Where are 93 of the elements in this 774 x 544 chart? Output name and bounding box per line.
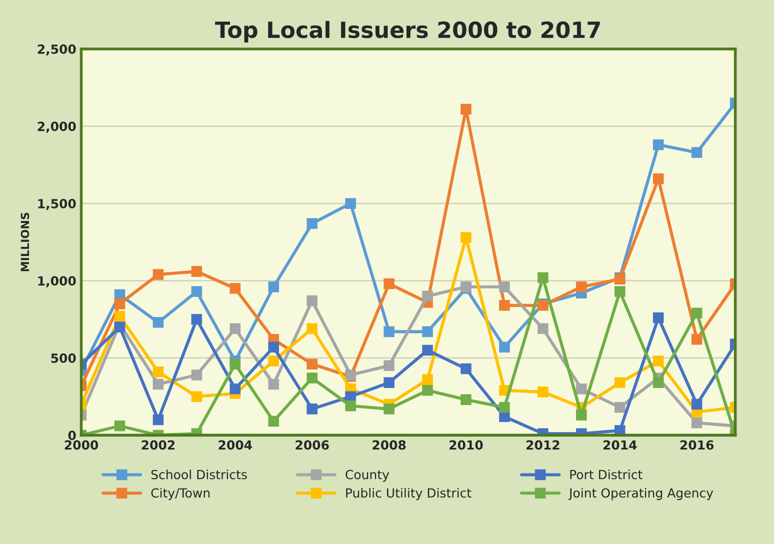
point bbox=[538, 386, 548, 398]
x-tick-label: 2002 bbox=[142, 440, 175, 450]
point bbox=[230, 383, 241, 394]
point bbox=[268, 356, 280, 366]
point bbox=[114, 310, 126, 322]
x-tick-label: 2016 bbox=[680, 440, 714, 450]
point bbox=[652, 377, 664, 388]
point bbox=[422, 385, 433, 396]
point bbox=[576, 282, 587, 292]
chart-title: Top Local Issuers 2000 to 2017 bbox=[215, 20, 600, 42]
point bbox=[268, 282, 280, 292]
point bbox=[230, 323, 241, 334]
point bbox=[614, 286, 626, 297]
point bbox=[538, 323, 548, 334]
y-tick-label: 1,000 bbox=[38, 276, 76, 288]
point bbox=[691, 398, 702, 410]
point bbox=[345, 400, 356, 412]
y-tick-label: 2,500 bbox=[38, 44, 76, 56]
point bbox=[691, 417, 702, 428]
point bbox=[422, 326, 433, 338]
y-axis-title: MILLIONS bbox=[20, 212, 30, 272]
y-tick-label: 1,500 bbox=[38, 198, 76, 210]
x-tick-label: 2006 bbox=[296, 440, 329, 450]
point bbox=[306, 404, 318, 414]
point bbox=[499, 402, 510, 413]
point bbox=[384, 326, 394, 338]
point bbox=[499, 300, 510, 311]
legend-label: Joint Operating Agency bbox=[568, 488, 714, 500]
x-tick-label: 2010 bbox=[450, 440, 483, 450]
point bbox=[152, 317, 164, 328]
y-tick-label: 2,000 bbox=[38, 122, 76, 133]
x-tick-label: 2000 bbox=[64, 440, 98, 450]
point bbox=[460, 363, 472, 374]
legend-label: School Districts bbox=[151, 470, 247, 480]
point bbox=[114, 322, 126, 332]
point bbox=[268, 416, 280, 427]
point bbox=[268, 378, 280, 390]
x-tick-label: 2012 bbox=[526, 440, 560, 450]
point bbox=[422, 344, 433, 356]
point bbox=[614, 425, 626, 436]
legend-label: Public Utility District bbox=[346, 488, 472, 500]
point bbox=[422, 290, 433, 302]
point bbox=[152, 378, 164, 390]
point bbox=[306, 358, 318, 370]
point bbox=[191, 370, 202, 380]
point bbox=[306, 295, 318, 306]
point bbox=[499, 282, 510, 292]
point bbox=[268, 342, 280, 353]
point bbox=[152, 414, 164, 426]
point bbox=[384, 360, 394, 372]
point bbox=[691, 308, 702, 319]
point bbox=[460, 232, 472, 243]
point bbox=[230, 358, 241, 370]
point bbox=[384, 404, 394, 414]
point bbox=[614, 402, 626, 413]
point bbox=[422, 374, 433, 385]
point bbox=[652, 139, 664, 150]
point bbox=[499, 342, 510, 353]
point bbox=[191, 314, 202, 325]
point bbox=[384, 377, 394, 388]
point bbox=[652, 312, 664, 324]
point bbox=[345, 391, 356, 402]
point bbox=[614, 377, 626, 388]
legend-label: Port District bbox=[570, 470, 642, 480]
y-tick-label: 0 bbox=[68, 430, 76, 440]
point bbox=[460, 104, 472, 115]
legend-label: County bbox=[346, 470, 390, 482]
point bbox=[345, 198, 356, 209]
point bbox=[691, 334, 702, 345]
point bbox=[384, 278, 394, 290]
point bbox=[306, 372, 318, 384]
point bbox=[538, 272, 548, 283]
point bbox=[114, 420, 126, 432]
point bbox=[652, 173, 664, 184]
point bbox=[191, 391, 202, 402]
point bbox=[306, 323, 318, 334]
point bbox=[652, 356, 664, 366]
point bbox=[152, 269, 164, 280]
point bbox=[691, 147, 702, 158]
x-tick-label: 2004 bbox=[218, 440, 252, 450]
x-tick-label: 2014 bbox=[603, 440, 637, 450]
point bbox=[191, 286, 202, 297]
point bbox=[576, 383, 587, 394]
y-tick-label: 500 bbox=[51, 353, 76, 363]
point bbox=[152, 366, 164, 378]
point bbox=[460, 394, 472, 406]
point bbox=[306, 218, 318, 229]
legend-label: City/Town bbox=[151, 488, 210, 500]
point bbox=[576, 410, 587, 420]
point bbox=[230, 283, 241, 294]
x-tick-label: 2008 bbox=[372, 440, 406, 450]
point bbox=[114, 298, 126, 310]
point bbox=[191, 266, 202, 277]
